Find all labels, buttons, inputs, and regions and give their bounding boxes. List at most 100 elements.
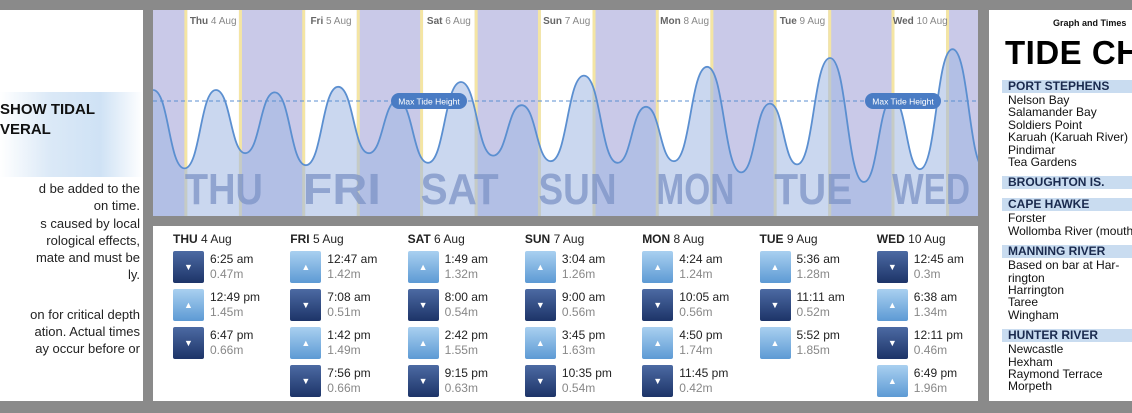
- sunrise-band: [420, 10, 424, 216]
- day-date: 5 Aug: [312, 232, 344, 246]
- location-item[interactable]: Wingham: [1008, 307, 1059, 322]
- tide-time: 12:49 pm: [210, 290, 261, 304]
- low-tide-icon: ▼: [173, 327, 204, 359]
- tide-time: 10:05 am: [679, 290, 730, 304]
- low-tide-icon: ▼: [290, 365, 322, 397]
- tide-height: 1.85m: [796, 343, 830, 357]
- chart-day-header: Tue 9 Aug: [780, 16, 825, 27]
- high-tide-icon: ▲: [290, 251, 322, 283]
- low-tide-icon: ▼: [524, 365, 556, 397]
- tide-entry: ▲ 6:38 am 1.34m: [876, 289, 977, 321]
- day-date: 9 Aug: [786, 232, 818, 246]
- day-column: SUN 7 Aug ▲ 3:04 am 1.26m ▼ 9:00 am 0.56m ▲ 3:45…: [505, 226, 622, 401]
- day-header: FRI 5 Aug: [290, 232, 343, 246]
- location-item[interactable]: Tea Gardens: [1008, 155, 1077, 169]
- location-item[interactable]: Forster: [1008, 211, 1047, 226]
- location-item[interactable]: Raymond Terrace: [1008, 367, 1103, 381]
- location-item[interactable]: Salamander Bay: [1008, 105, 1097, 120]
- location-item[interactable]: Soldiers Point: [1008, 117, 1083, 132]
- tide-entry: ▲ 2:42 pm 1.55m: [407, 327, 508, 359]
- tide-time: 10:35 pm: [561, 366, 612, 380]
- info-line: ly.: [127, 267, 140, 282]
- location-item[interactable]: Newcastle: [1008, 342, 1064, 357]
- info-line: s caused by local: [40, 216, 140, 231]
- tide-height: 1.96m: [913, 381, 948, 395]
- tide-height: 1.74m: [679, 343, 713, 357]
- tide-time: 2:42 pm: [444, 328, 488, 342]
- location-item[interactable]: Taree: [1008, 295, 1039, 310]
- tide-time: 1:42 pm: [327, 328, 371, 342]
- max-tide-label: Max Tide Height: [398, 97, 460, 107]
- high-tide-icon: ▲: [407, 251, 439, 283]
- tide-height: 1.45m: [210, 305, 244, 319]
- location-item[interactable]: Morpeth: [1008, 379, 1053, 394]
- day-column: WED 10 Aug ▼ 12:45 am 0.3m ▲ 6:38 am 1.34m ▼ 12:…: [857, 226, 974, 401]
- left-info-panel: SHOW TIDAL VERAL d be added to the on ti…: [0, 10, 143, 401]
- tide-height: 0.51m: [327, 305, 361, 319]
- tide-height: 1.63m: [561, 343, 596, 357]
- day-watermark-label: THU: [185, 165, 263, 214]
- day-watermark-label: WED: [892, 165, 970, 214]
- tide-time: 6:47 pm: [210, 328, 254, 342]
- location-item[interactable]: rington: [1008, 270, 1045, 285]
- tide-entry: ▼ 12:11 pm 0.46m: [876, 327, 977, 359]
- location-item[interactable]: Karuah (Karuah River): [1008, 130, 1129, 145]
- sunset-band: [356, 10, 360, 216]
- tide-entry: ▼ 11:11 am 0.52m: [759, 289, 860, 321]
- tide-height: 0.52m: [796, 305, 830, 319]
- tide-entry: ▲ 5:52 pm 1.85m: [759, 327, 860, 359]
- sunrise-band: [655, 10, 659, 216]
- tide-entry: ▼ 10:35 pm 0.54m: [524, 365, 625, 397]
- region-header[interactable]: BROUGHTON IS.: [1002, 176, 1132, 190]
- tide-time: 7:08 am: [327, 290, 371, 304]
- sunrise-band: [302, 10, 306, 216]
- region-header[interactable]: CAPE HAWKE: [1002, 198, 1132, 212]
- location-item[interactable]: Nelson Bay: [1008, 93, 1070, 107]
- day-header: SUN 7 Aug: [525, 232, 584, 246]
- tide-curve: [153, 48, 978, 183]
- low-tide-icon: ▼: [876, 251, 908, 283]
- day-watermark-label: SUN: [539, 165, 617, 214]
- day-date: 6 Aug: [434, 232, 465, 246]
- day-header: WED 10 Aug: [877, 232, 946, 246]
- tide-time: 11:45 pm: [679, 366, 729, 380]
- tide-entry: ▲ 6:49 pm 1.96m: [876, 365, 977, 397]
- region-header[interactable]: HUNTER RIVER: [1002, 329, 1132, 343]
- chart-day-header: Sun 7 Aug: [543, 16, 590, 27]
- location-item[interactable]: Hexham: [1008, 354, 1053, 369]
- day-watermark-label: SAT: [421, 165, 499, 214]
- location-item[interactable]: Wollomba River (mouth: [1008, 223, 1132, 238]
- day-of-week: SAT: [407, 232, 431, 246]
- tide-time: 4:50 pm: [679, 328, 723, 342]
- tide-height: 1.32m: [444, 267, 478, 281]
- info-line: d be added to the: [38, 181, 140, 196]
- location-item[interactable]: Pindimar: [1008, 142, 1056, 157]
- info-paragraph-1: d be added to the on time.: [0, 180, 140, 214]
- day-column: MON 8 Aug ▲ 4:24 am 1.24m ▼ 10:05 am 0.56m ▲ 4:5…: [622, 226, 739, 401]
- tide-time: 4:24 am: [679, 252, 723, 266]
- tide-entry: ▲ 5:36 am 1.28m: [759, 251, 860, 283]
- tide-time: 1:49 am: [444, 252, 488, 266]
- sunrise-band: [184, 10, 188, 216]
- region-header[interactable]: PORT STEPHENS: [1002, 80, 1132, 93]
- info-line: on time.: [93, 198, 140, 213]
- high-tide-icon: ▲: [290, 327, 322, 359]
- region-header[interactable]: MANNING RIVER: [1002, 245, 1132, 259]
- tide-entry: ▼ 7:08 am 0.51m: [290, 289, 390, 321]
- tide-entry: ▲ 4:50 pm 1.74m: [642, 327, 742, 359]
- tide-entry: ▼ 9:15 pm 0.63m: [407, 365, 508, 397]
- day-watermark-label: TUE: [774, 165, 852, 214]
- sunrise-band: [537, 10, 541, 216]
- tide-height: 1.24m: [679, 267, 713, 281]
- tide-time: 6:49 pm: [913, 366, 958, 380]
- location-item[interactable]: Harrington: [1008, 283, 1065, 297]
- info-heading: SHOW TIDAL VERAL: [0, 101, 95, 138]
- low-tide-icon: ▼: [759, 289, 791, 321]
- high-tide-icon: ▲: [407, 327, 439, 359]
- tide-entry: ▲ 4:24 am 1.24m: [642, 251, 742, 283]
- day-of-week: FRI: [290, 232, 310, 246]
- chart-day-header: Thu 4 Aug: [190, 16, 237, 27]
- tide-height: 0.54m: [444, 305, 478, 319]
- day-watermark-label: MON: [656, 165, 734, 214]
- location-item[interactable]: Based on bar at Har-: [1008, 258, 1120, 273]
